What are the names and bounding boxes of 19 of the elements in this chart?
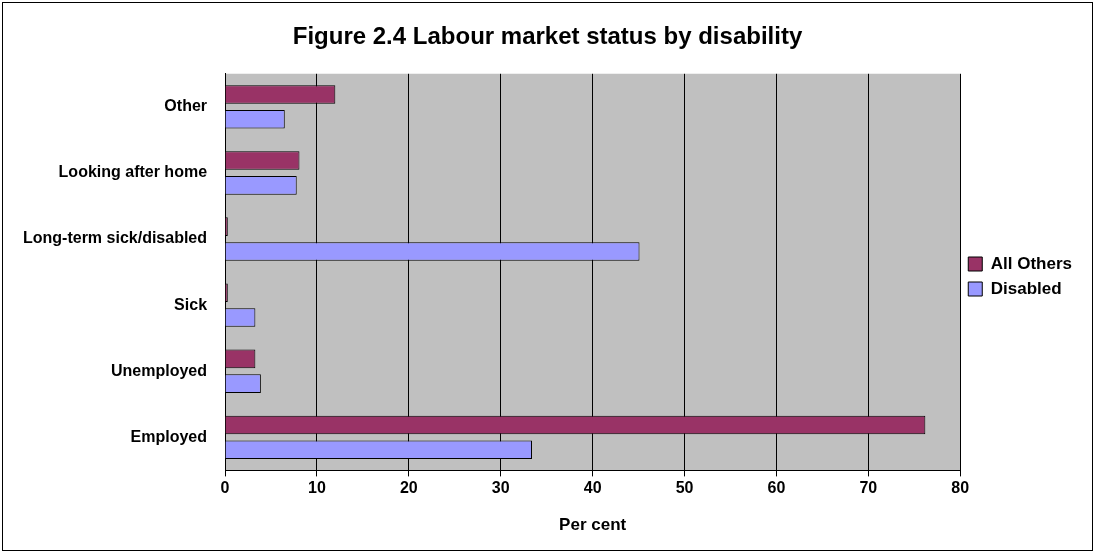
x-tick-label: 70 [859, 479, 878, 497]
y-tick-label: Employed [130, 427, 208, 445]
x-tick-label: 10 [308, 479, 326, 497]
y-tick-label: Other [164, 97, 208, 115]
legend-label: Disabled [990, 278, 1062, 298]
chart-title: Figure 2.4 Labour market status by disability [292, 22, 803, 50]
y-tick-label: Looking after home [58, 163, 208, 181]
y-tick-label: Long-term sick/disabled [22, 229, 208, 247]
x-tick-label: 50 [675, 479, 694, 497]
x-tick-label: 80 [951, 479, 970, 497]
x-tick-label: 0 [220, 479, 230, 497]
y-tick-label: Sick [174, 295, 208, 313]
y-tick-label: Unemployed [111, 361, 208, 379]
x-tick-label: 60 [767, 479, 786, 497]
legend-label: All Others [990, 253, 1073, 273]
x-tick-label: 40 [583, 479, 602, 497]
x-axis-title: Per cent [559, 515, 627, 535]
x-tick-label: 30 [491, 479, 510, 497]
x-tick-label: 20 [399, 479, 418, 497]
